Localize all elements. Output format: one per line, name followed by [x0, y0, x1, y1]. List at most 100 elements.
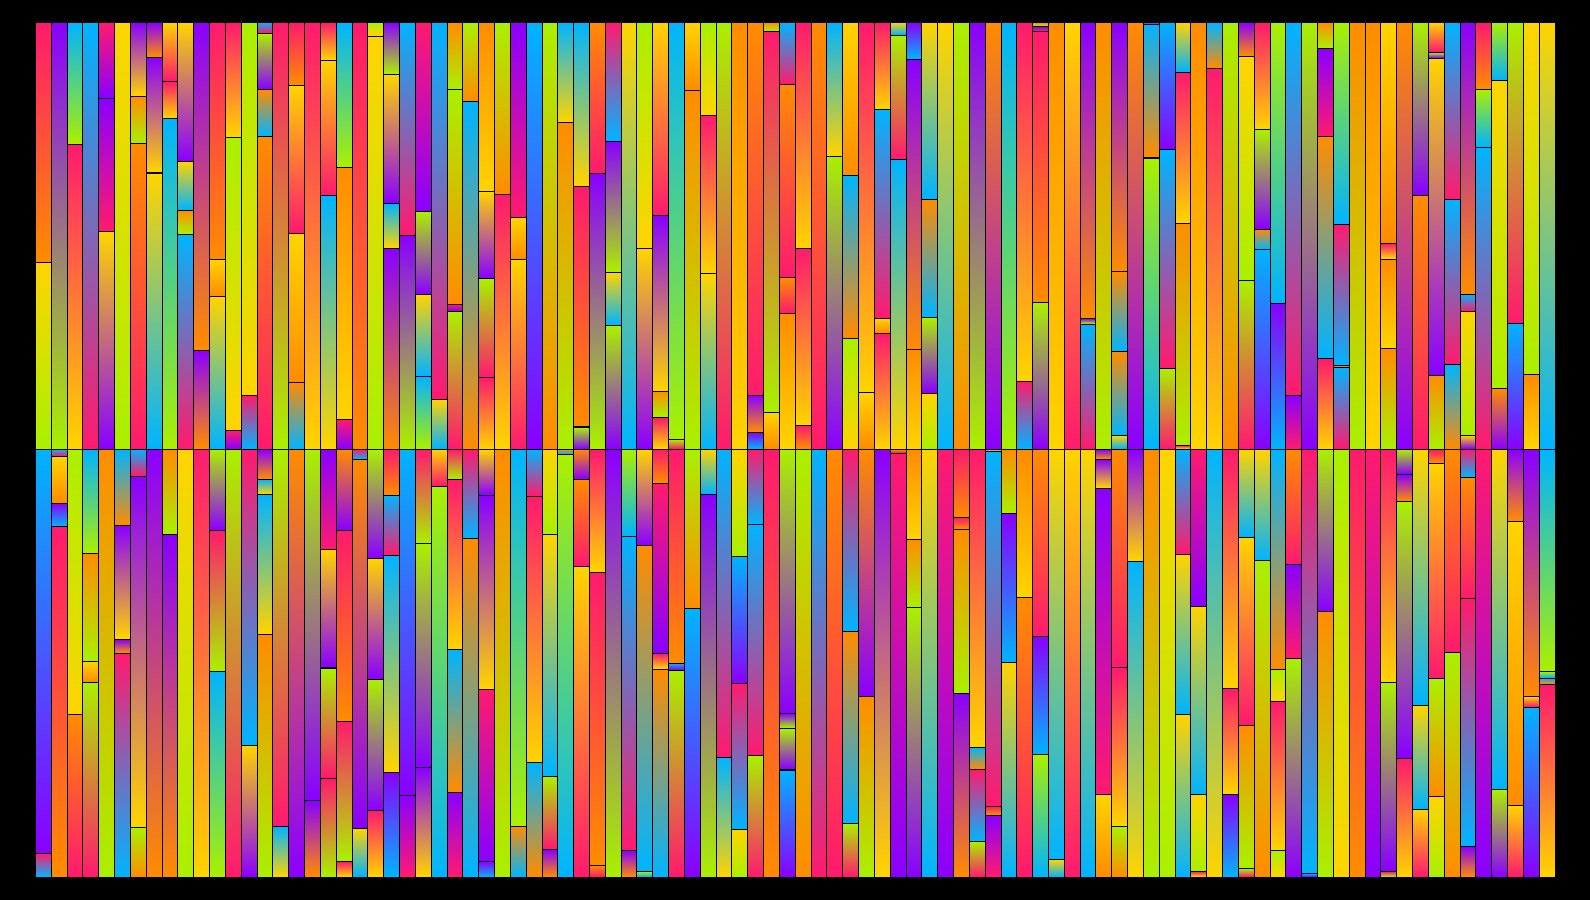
gradient-column — [526, 450, 543, 877]
column-segment — [479, 376, 495, 449]
column-segment — [1333, 367, 1349, 449]
gradient-column — [1143, 450, 1160, 877]
column-segment — [1207, 450, 1223, 877]
column-segment — [843, 23, 859, 176]
gradient-column — [1191, 23, 1208, 449]
gradient-column — [748, 23, 765, 449]
column-segment — [1413, 809, 1428, 877]
column-segment — [463, 450, 479, 538]
column-segment — [1254, 228, 1270, 250]
column-segment — [669, 663, 684, 670]
column-segment — [1444, 651, 1460, 877]
gradient-column — [748, 450, 765, 877]
column-segment — [352, 828, 368, 877]
column-segment — [225, 136, 241, 431]
gradient-column — [225, 450, 242, 877]
column-segment — [415, 210, 431, 294]
column-segment — [637, 247, 653, 449]
column-segment — [431, 486, 447, 877]
column-segment — [779, 23, 795, 85]
gradient-column — [954, 450, 970, 877]
bottom-band — [36, 450, 1556, 877]
column-segment — [1191, 605, 1207, 794]
gradient-column — [1508, 450, 1524, 877]
column-segment — [447, 479, 463, 649]
column-segment — [1428, 52, 1444, 59]
column-segment — [779, 728, 795, 770]
gradient-column — [1444, 450, 1461, 877]
column-segment — [1508, 520, 1523, 805]
column-segment — [653, 416, 669, 449]
column-segment — [289, 382, 305, 449]
column-segment — [890, 450, 906, 454]
gradient-column — [479, 450, 496, 877]
column-segment — [1223, 450, 1238, 688]
column-segment — [1333, 223, 1349, 365]
column-segment — [1254, 128, 1270, 229]
gradient-column — [985, 450, 1002, 877]
column-segment — [1523, 695, 1539, 708]
column-segment — [146, 172, 162, 174]
gradient-column — [589, 450, 606, 877]
column-segment — [1207, 67, 1223, 449]
gradient-column — [1128, 450, 1144, 877]
column-segment — [1428, 58, 1444, 375]
gradient-column — [843, 450, 860, 877]
column-segment — [447, 450, 463, 480]
column-segment — [479, 23, 495, 192]
column-segment — [1096, 488, 1112, 795]
column-segment — [779, 276, 795, 314]
column-segment — [1476, 450, 1492, 877]
gradient-column — [1223, 23, 1239, 449]
column-segment — [178, 209, 194, 235]
column-segment — [479, 860, 495, 877]
column-segment — [1381, 681, 1397, 872]
column-segment — [510, 23, 526, 218]
column-segment — [985, 450, 1001, 807]
column-segment — [1286, 563, 1302, 659]
column-segment — [922, 317, 938, 393]
column-segment — [415, 293, 431, 377]
column-segment — [938, 23, 954, 449]
column-segment — [558, 23, 574, 122]
column-segment — [1460, 294, 1476, 312]
gradient-column — [922, 23, 939, 449]
gradient-column — [1397, 450, 1414, 877]
gradient-column — [305, 23, 321, 449]
column-segment — [305, 450, 320, 801]
gradient-column — [637, 23, 654, 449]
gradient-column — [368, 450, 385, 877]
column-segment — [384, 555, 400, 773]
column-segment — [368, 810, 384, 877]
column-segment — [985, 806, 1001, 815]
column-segment — [210, 23, 225, 260]
gradient-column — [178, 450, 195, 877]
column-segment — [1349, 23, 1365, 449]
column-segment — [1476, 23, 1492, 90]
gradient-column — [1207, 23, 1224, 449]
gradient-column — [1460, 23, 1477, 449]
column-segment — [843, 822, 859, 877]
column-segment — [510, 450, 526, 826]
column-segment — [890, 23, 906, 36]
column-segment — [1460, 476, 1476, 598]
column-segment — [1428, 796, 1444, 877]
column-segment — [874, 333, 890, 449]
column-segment — [1333, 364, 1349, 368]
column-segment — [1001, 450, 1017, 514]
column-segment — [1049, 23, 1064, 449]
column-segment — [1333, 23, 1349, 224]
column-segment — [1539, 23, 1555, 449]
column-segment — [605, 140, 621, 273]
gradient-column — [1001, 450, 1018, 877]
column-segment — [1175, 222, 1191, 446]
column-segment — [1096, 458, 1112, 489]
column-segment — [811, 23, 827, 449]
gradient-column — [890, 450, 907, 877]
gradient-column — [130, 23, 147, 449]
gradient-column — [1080, 23, 1097, 449]
column-segment — [1428, 678, 1444, 797]
gradient-column — [352, 23, 369, 449]
column-segment — [1238, 536, 1254, 725]
column-segment — [415, 450, 431, 544]
